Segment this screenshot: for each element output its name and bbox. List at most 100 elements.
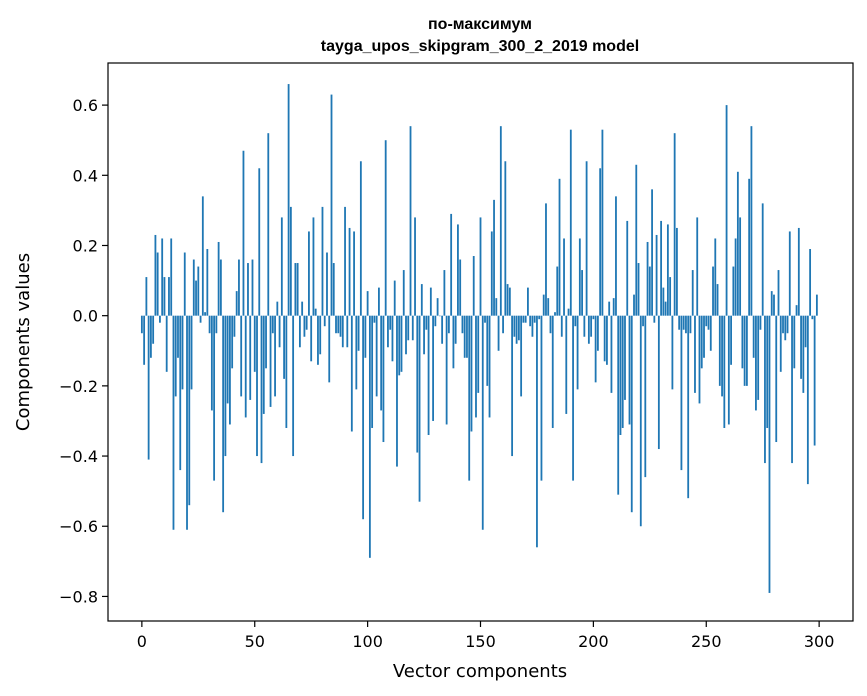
bar <box>637 263 640 316</box>
bar <box>617 315 620 495</box>
bar <box>718 315 721 386</box>
bar <box>262 315 265 414</box>
bar <box>249 315 252 400</box>
bar <box>657 315 660 450</box>
bar <box>554 312 556 316</box>
bar <box>560 315 563 337</box>
y-tick-label: 0.6 <box>73 96 98 115</box>
bar <box>400 315 403 372</box>
bar <box>682 315 685 330</box>
bar <box>590 315 593 337</box>
bar <box>759 315 762 330</box>
bar <box>782 315 784 334</box>
bar <box>296 263 299 316</box>
bar <box>409 126 412 316</box>
bar <box>159 315 161 323</box>
bar <box>339 315 342 337</box>
bar <box>238 259 240 316</box>
bar <box>542 294 545 316</box>
bar <box>628 315 631 425</box>
bar <box>267 133 270 316</box>
bar <box>436 298 439 316</box>
x-tick-label: 250 <box>691 632 722 651</box>
bar <box>752 315 755 358</box>
bar <box>515 315 518 344</box>
bar <box>317 315 319 365</box>
bar <box>479 217 482 316</box>
bar <box>691 270 694 316</box>
bar <box>475 315 477 418</box>
bar <box>152 315 155 344</box>
bar <box>477 315 480 393</box>
bar <box>653 315 656 323</box>
bar <box>800 315 802 379</box>
bar <box>635 164 638 316</box>
bar <box>655 234 658 316</box>
bar <box>669 277 672 316</box>
y-tick-label: 0.0 <box>73 307 98 326</box>
bar <box>540 315 543 481</box>
bar <box>357 315 360 351</box>
bar <box>786 315 789 334</box>
bar <box>380 315 383 411</box>
bar <box>389 315 392 330</box>
bar <box>493 199 495 316</box>
bar <box>204 312 206 316</box>
bar <box>434 315 437 327</box>
bar <box>310 315 313 362</box>
bar <box>172 315 175 530</box>
bar <box>484 315 486 323</box>
bar <box>346 315 349 348</box>
bar <box>596 315 599 351</box>
bar <box>583 315 586 337</box>
bar <box>344 206 346 316</box>
bar <box>802 315 805 393</box>
bar <box>195 280 197 316</box>
bar <box>569 129 572 316</box>
bar <box>393 280 396 316</box>
bar <box>804 315 807 348</box>
bar <box>418 315 421 502</box>
bar <box>251 259 254 316</box>
bar <box>210 315 213 411</box>
bar <box>353 231 355 316</box>
bar <box>278 315 281 348</box>
x-tick-label: 0 <box>137 632 147 651</box>
bar <box>362 315 365 520</box>
bar <box>603 315 606 362</box>
bar <box>411 315 414 341</box>
bar <box>585 161 588 316</box>
bar <box>549 315 552 334</box>
bar <box>468 315 471 481</box>
bar <box>201 196 204 316</box>
bar <box>791 315 793 464</box>
bar <box>705 315 708 327</box>
bar <box>490 231 493 316</box>
bar <box>538 315 541 320</box>
bar <box>256 315 258 457</box>
bar <box>165 315 168 372</box>
bar <box>420 284 423 316</box>
bar <box>168 277 170 316</box>
bar <box>328 315 331 383</box>
bar <box>734 238 737 316</box>
bar <box>445 315 448 425</box>
bar <box>806 315 809 485</box>
bar <box>260 315 263 464</box>
bar <box>416 315 419 453</box>
bar <box>678 315 681 330</box>
bar <box>219 259 222 316</box>
bar <box>576 315 579 390</box>
bar <box>269 315 272 407</box>
bar <box>508 287 511 316</box>
bar <box>527 287 529 316</box>
bar <box>531 315 534 337</box>
bar <box>326 252 328 316</box>
bar <box>170 238 173 316</box>
bar <box>630 315 633 513</box>
bar <box>563 238 565 316</box>
bar <box>149 315 152 358</box>
bar <box>197 266 200 316</box>
bar <box>303 315 306 337</box>
